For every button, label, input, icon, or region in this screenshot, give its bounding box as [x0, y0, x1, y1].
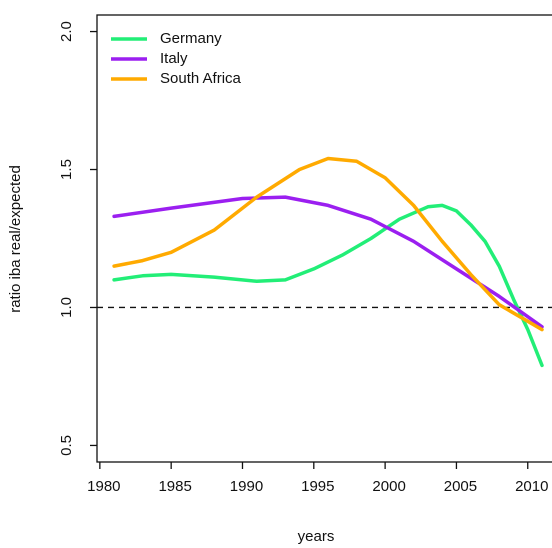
x-tick-label: 1995	[301, 478, 334, 495]
x-axis-label: years	[298, 528, 335, 545]
legend-label: South Africa	[160, 70, 242, 87]
x-tick-label: 1990	[230, 478, 263, 495]
x-tick-label: 1980	[87, 478, 120, 495]
legend-label: Germany	[160, 30, 222, 47]
x-tick-label: 1985	[158, 478, 191, 495]
y-tick-label: 0.5	[58, 435, 75, 456]
x-tick-label: 2000	[372, 478, 405, 495]
plot-frame	[96, 14, 552, 463]
y-tick-label: 2.0	[58, 21, 75, 42]
y-tick-label: 1.5	[58, 159, 75, 180]
y-tick-label: 1.0	[58, 297, 75, 318]
legend-label: Italy	[160, 50, 188, 67]
series-line	[112, 156, 544, 332]
x-tick-label: 2010	[515, 478, 548, 495]
series-line	[112, 203, 544, 368]
x-tick-label: 2005	[444, 478, 477, 495]
y-axis-label: ratio iba real/expected	[7, 165, 24, 313]
